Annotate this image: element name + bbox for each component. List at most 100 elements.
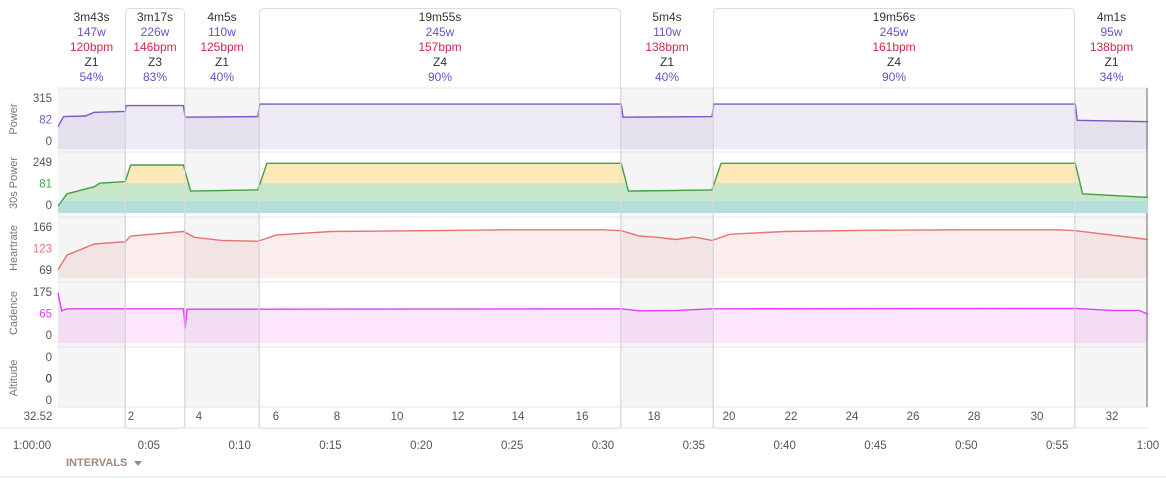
lap-number: 4	[196, 411, 203, 423]
interval-zone: Z1	[215, 55, 229, 69]
x-tick-label: 1:00:00	[13, 440, 51, 452]
trace	[57, 292, 1149, 329]
y-tick-label: 0	[46, 200, 52, 212]
rest-column	[621, 88, 713, 407]
interval-percent: 34%	[1099, 70, 1123, 84]
interval-percent: 90%	[882, 70, 906, 84]
interval-power: 110w	[208, 25, 236, 39]
panel-label: 30s Power	[8, 157, 20, 209]
interval-heartrate: 120bpm	[70, 40, 113, 54]
lap-number: 2	[128, 411, 134, 423]
interval-percent: 40%	[210, 70, 234, 84]
dropdown-arrow[interactable]	[134, 461, 142, 466]
lap-number: 6	[273, 411, 279, 423]
y-tick-label: 123	[33, 244, 52, 256]
rest-column	[1075, 88, 1148, 407]
x-tick-label: 0:15	[319, 440, 341, 452]
lap-number: 14	[512, 411, 525, 423]
y-tick-label: 81	[39, 179, 52, 191]
interval-heartrate: 157bpm	[418, 40, 461, 54]
interval-zone: Z1	[1104, 55, 1118, 69]
lap-number: 12	[452, 411, 465, 423]
interval-power: 95w	[1100, 25, 1122, 39]
interval-duration: 4m1s	[1097, 10, 1126, 24]
panel-label: Heartrate	[8, 225, 20, 271]
x-tick-label: 1:00	[1137, 440, 1159, 452]
interval-duration: 5m4s	[652, 10, 681, 24]
area	[58, 229, 1148, 278]
y-tick-label: 249	[33, 157, 52, 169]
x-tick-label: 0:35	[683, 440, 705, 452]
interval-heartrate: 138bpm	[645, 40, 688, 54]
lap-number: 28	[968, 411, 981, 423]
area	[58, 163, 1148, 213]
interval-percent: 54%	[79, 70, 103, 84]
lap-number: 16	[576, 411, 589, 423]
lap-number: 30	[1031, 411, 1044, 423]
interval-duration: 19m55s	[419, 10, 462, 24]
interval-heartrate: 161bpm	[872, 40, 915, 54]
interval-heartrate: 125bpm	[200, 40, 243, 54]
rest-column	[185, 88, 259, 407]
interval-percent: 40%	[655, 70, 679, 84]
y-tick-label: 0	[46, 352, 52, 364]
y-tick-label: 315	[33, 93, 52, 105]
x-tick-label: 0:20	[410, 440, 432, 452]
y-tick-label: 0	[46, 330, 52, 342]
panel-label: Cadence	[8, 291, 20, 335]
interval-power: 245w	[426, 25, 455, 39]
interval-zone: Z1	[84, 55, 98, 69]
lap-number: 8	[334, 411, 340, 423]
rest-column	[58, 88, 125, 407]
y-tick-label: 0	[46, 395, 52, 407]
y-tick-label: 0	[46, 374, 52, 386]
foreground: 3m43s147w120bpmZ154%3m17s226w146bpmZ383%…	[8, 10, 1159, 452]
interval-zone: Z1	[660, 55, 674, 69]
area	[58, 104, 1148, 149]
lap-number: 26	[907, 411, 920, 423]
interval-duration: 19m56s	[873, 10, 916, 24]
panel-label: Altitude	[8, 360, 20, 397]
lap-number: 24	[846, 411, 859, 423]
interval-duration: 4m5s	[207, 10, 236, 24]
interval-power: 110w	[653, 25, 681, 39]
x-tick-label: 0:25	[501, 440, 523, 452]
lap-number: 32	[1106, 411, 1119, 423]
interval-power: 245w	[880, 25, 909, 39]
y-tick-label: 69	[39, 265, 52, 277]
y-tick-label: 65	[39, 309, 52, 321]
lap-number: 10	[391, 411, 404, 423]
y-tick-label: 0	[46, 136, 52, 148]
interval-duration: 3m43s	[73, 10, 109, 24]
interval-percent: 90%	[428, 70, 452, 84]
x-tick-label: 0:40	[773, 440, 795, 452]
y-tick-label: 166	[33, 222, 52, 234]
panel-label: Power	[8, 103, 20, 135]
interval-power: 226w	[141, 25, 170, 39]
interval-zone: Z3	[148, 55, 162, 69]
lap-number: 22	[785, 411, 798, 423]
trace	[57, 162, 1149, 207]
interval-zone: Z4	[887, 55, 901, 69]
trace	[57, 229, 1149, 271]
lap-number: 20	[723, 411, 736, 423]
backgrounds	[0, 8, 1148, 429]
interval-zone: Z4	[433, 55, 447, 69]
y-tick-label: 82	[39, 115, 52, 127]
x-tick-label: 0:50	[955, 440, 977, 452]
interval-percent: 83%	[143, 70, 167, 84]
y-tick-label: 175	[33, 287, 52, 299]
trace	[57, 103, 1149, 128]
x-tick-label: 0:05	[138, 440, 160, 452]
interval-heartrate: 138bpm	[1090, 40, 1133, 54]
x-tick-label: 0:30	[592, 440, 614, 452]
x-tick-label: 0:10	[228, 440, 250, 452]
distance: 32.52	[24, 411, 53, 423]
interval-duration: 3m17s	[137, 10, 173, 24]
interval-heartrate: 146bpm	[133, 40, 176, 54]
intervals-button[interactable]: INTERVALS	[66, 457, 127, 469]
x-tick-label: 0:45	[864, 440, 886, 452]
interval-power: 147w	[77, 25, 106, 39]
lap-number: 18	[648, 411, 661, 423]
